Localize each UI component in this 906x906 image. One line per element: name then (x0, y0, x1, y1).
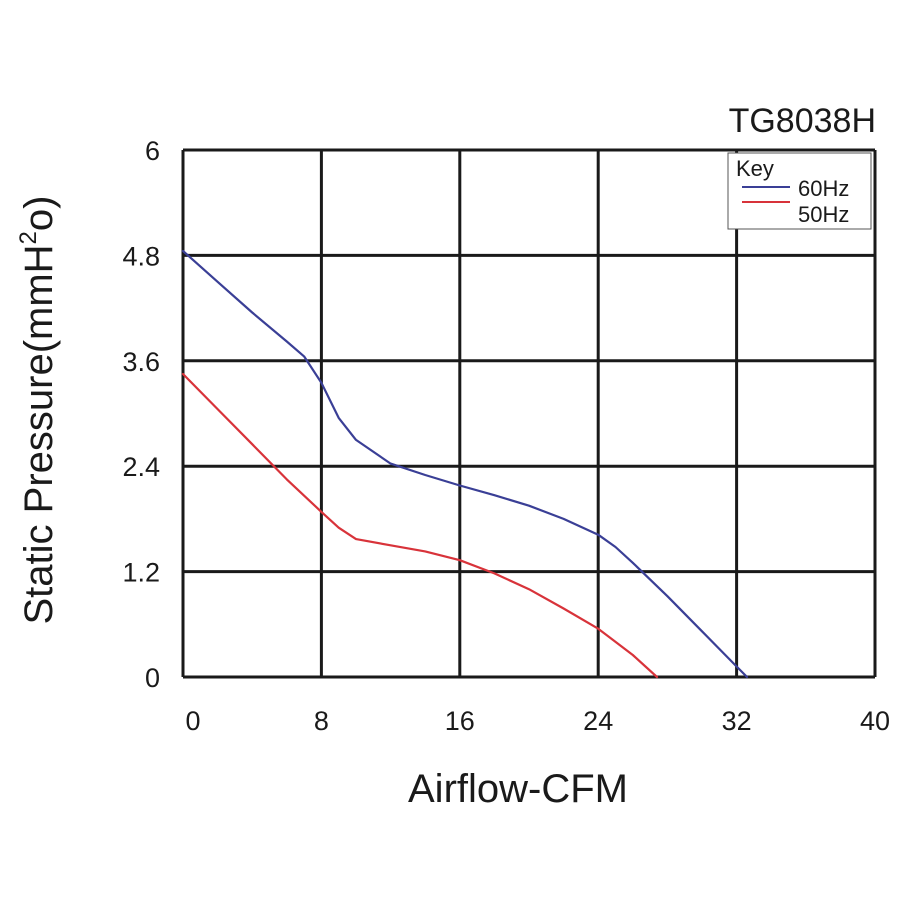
y-tick-label: 6 (145, 136, 160, 166)
legend-label-50hz: 50Hz (798, 202, 849, 227)
y-tick-label: 2.4 (122, 452, 160, 482)
chart-title: TG8038H (729, 102, 876, 140)
x-tick-label: 8 (314, 706, 329, 736)
y-axis-label: Static Pressure(mmH2o) (15, 196, 61, 625)
x-tick-label: 40 (860, 706, 890, 736)
x-tick-label: 32 (722, 706, 752, 736)
x-axis-label: Airflow-CFM (408, 767, 628, 811)
y-tick-label: 4.8 (122, 241, 160, 271)
x-tick-label: 24 (583, 706, 613, 736)
y-tick-label: 3.6 (122, 347, 160, 377)
series-line-60hz (181, 249, 749, 679)
legend: Key 60Hz 50Hz (727, 152, 872, 230)
x-tick-label: 16 (445, 706, 475, 736)
x-tick-label: 0 (185, 706, 200, 736)
y-tick-labels: 0 1.2 2.4 3.6 4.8 6 (122, 136, 160, 693)
x-tick-labels: 0 8 16 24 32 40 (185, 706, 890, 736)
legend-title: Key (736, 156, 774, 181)
y-tick-label: 0 (145, 663, 160, 693)
legend-box (727, 152, 872, 230)
y-tick-label: 1.2 (122, 558, 160, 588)
legend-label-60hz: 60Hz (798, 176, 849, 201)
grid-lines (181, 148, 877, 679)
series-line-50hz (181, 372, 659, 679)
series-lines (181, 249, 749, 679)
